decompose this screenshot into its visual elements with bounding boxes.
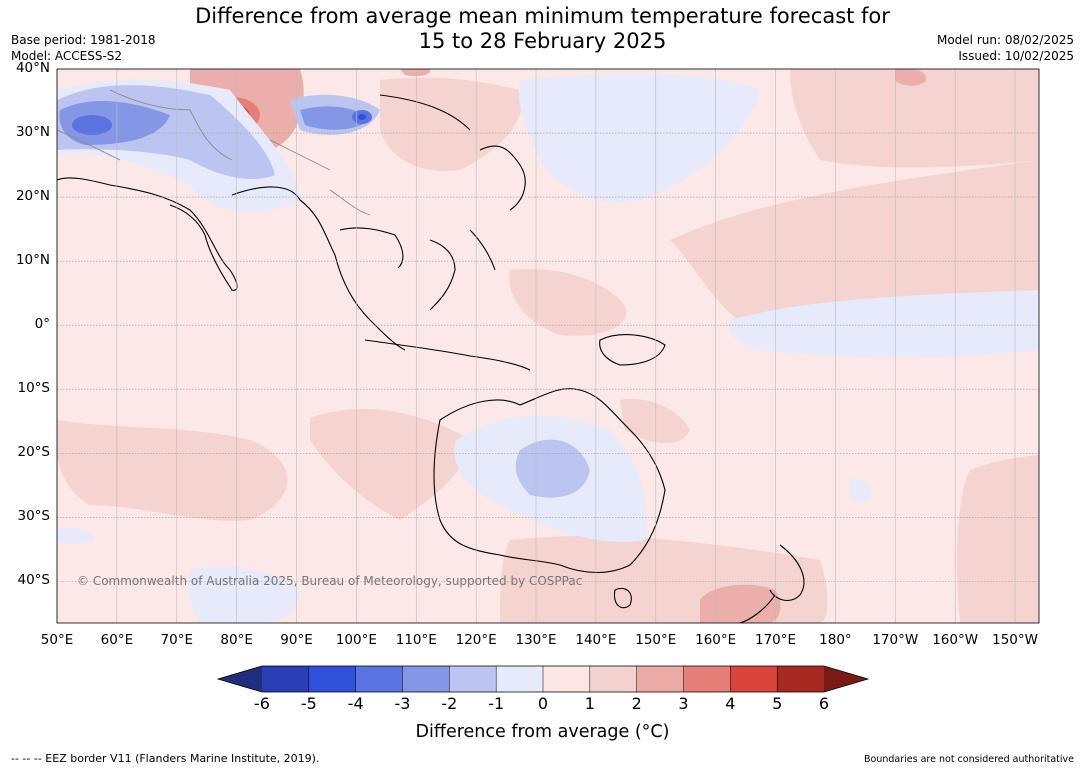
colorbar-segment: [262, 666, 310, 692]
latitude-label: 40°N: [15, 60, 50, 76]
colorbar-tick-label: 2: [631, 694, 642, 713]
colorbar-extend-high: [824, 666, 868, 692]
latitude-label: 10°N: [15, 252, 50, 269]
copyright-text: © Commonwealth of Australia 2025, Bureau…: [77, 574, 583, 588]
longitude-label: 170°E: [755, 632, 797, 648]
colorbar-segment: [308, 666, 357, 692]
colorbar-tick-label: 4: [725, 694, 736, 713]
colorbar-tick-label: -5: [300, 694, 317, 713]
colorbar-segment: [355, 666, 403, 692]
colorbar-tick-label: 0: [537, 694, 549, 713]
longitude-label: 150°E: [635, 632, 677, 648]
colorbar-outline: [216, 665, 870, 693]
colorbar-tick-label: -4: [347, 694, 364, 713]
longitude-label: 60°E: [100, 632, 134, 648]
colorbar-segment: [777, 666, 825, 692]
colorbar-segment: [449, 666, 497, 692]
colorbar-tick-label: 5: [772, 694, 783, 713]
latitude-label: 20°N: [15, 188, 50, 205]
issued-text: Issued: 10/02/2025: [958, 49, 1074, 63]
colorbar-segment: [496, 666, 544, 692]
colorbar-segments: [216, 665, 870, 693]
latitude-label: 10°S: [17, 380, 51, 397]
colorbar-segment: [636, 666, 684, 692]
title-line-1: Difference from average mean minimum tem…: [195, 4, 890, 28]
latitude-label: 30°S: [17, 508, 51, 525]
colorbar-segment: [683, 666, 731, 692]
meta-right: Model run: 08/02/2025 Issued: 10/02/2025: [937, 32, 1074, 64]
longitude-label: 140°E: [575, 632, 617, 648]
longitude-label: 170°W: [872, 632, 919, 648]
base-period-text: Base period: 1981-2018: [11, 33, 156, 47]
longitude-label: 150°W: [992, 632, 1038, 648]
longitude-label: 180°: [819, 632, 852, 648]
colorbar-tick-label: 3: [678, 694, 689, 713]
latitude-label: 0°: [34, 316, 50, 333]
anomaly-minus5-core: [358, 114, 366, 120]
latitude-label: 30°N: [15, 124, 50, 141]
longitude-label: 80°E: [220, 632, 253, 648]
colorbar-tick-label: -2: [441, 694, 458, 713]
eez-legend-note: -- -- -- EEZ border V11 (Flanders Marine…: [11, 752, 320, 765]
colorbar-tick-label: 1: [584, 694, 595, 713]
colorbar-label: Difference from average (°C): [415, 722, 670, 742]
colorbar-extend-low: [218, 666, 262, 692]
longitude-label: 100°E: [335, 632, 377, 648]
longitude-label: 90°E: [280, 632, 313, 648]
boundary-disclaimer: Boundaries are not considered authoritat…: [864, 754, 1074, 765]
latitude-label: 20°S: [17, 444, 51, 461]
longitude-label: 120°E: [455, 632, 497, 648]
graticule: [56, 68, 1039, 623]
map-title: Difference from average mean minimum tem…: [0, 4, 1085, 54]
colorbar-segment: [589, 666, 638, 692]
longitude-label: 110°E: [395, 632, 437, 648]
longitude-label: 160°E: [695, 632, 737, 648]
longitude-label: 130°E: [515, 632, 557, 648]
model-run-text: Model run: 08/02/2025: [936, 33, 1074, 47]
colorbar-tick-label: -6: [254, 694, 270, 713]
map-field: [57, 69, 1039, 623]
colorbar-segment: [730, 666, 778, 692]
colorbar-tick-label: -3: [394, 694, 411, 713]
colorbar-segment: [402, 666, 450, 692]
model-text: Model: ACCESS-S2: [11, 49, 123, 63]
colorbar-tick-label: -1: [488, 694, 505, 713]
colorbar-segment: [543, 666, 591, 692]
colorbar-tick-label: 6: [818, 694, 830, 713]
longitude-label: 70°E: [160, 632, 193, 648]
map-frame: [56, 68, 1040, 624]
coastlines: [57, 94, 805, 623]
longitude-label: 160°W: [932, 632, 979, 648]
latitude-label: 40°S: [17, 572, 51, 589]
longitude-label: 50°E: [40, 632, 74, 648]
title-line-2: 15 to 28 February 2025: [418, 29, 667, 53]
meta-left: Base period: 1981-2018 Model: ACCESS-S2: [11, 32, 156, 64]
